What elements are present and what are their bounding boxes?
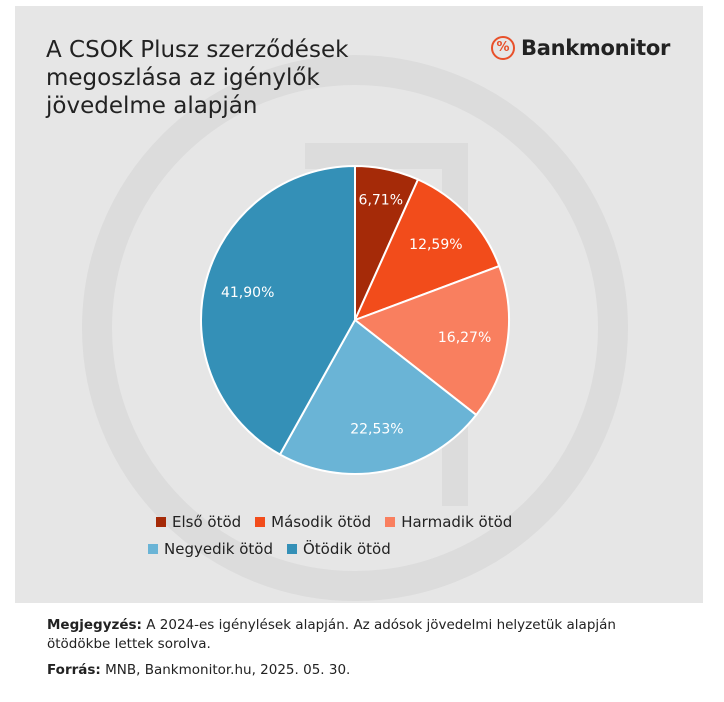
legend-label: Második ötöd (271, 512, 372, 531)
legend-label: Negyedik ötöd (164, 539, 273, 558)
source-line: Forrás: MNB, Bankmonitor.hu, 2025. 05. 3… (47, 662, 350, 678)
slice-value-label: 16,27% (438, 330, 491, 346)
legend-item-2: Második ötöd (255, 513, 371, 531)
legend-item-4: Negyedik ötöd (148, 540, 273, 558)
source-text: MNB, Bankmonitor.hu, 2025. 05. 30. (100, 662, 351, 678)
legend-swatch (148, 543, 158, 554)
legend-label: Ötödik ötöd (302, 539, 391, 558)
legend-item-3: Harmadik ötöd (385, 513, 512, 531)
chart-title: A CSOK Plusz szerződések megoszlása az i… (46, 37, 349, 119)
slice-value-label: 6,71% (359, 193, 403, 209)
slice-value-label: 41,90% (221, 285, 274, 301)
legend-item-5: Ötödik ötöd (286, 539, 391, 558)
legend-swatch (156, 516, 166, 527)
legend-item-1: Első ötöd (156, 513, 241, 531)
source-label: Forrás: (47, 662, 101, 678)
brand-logo: % Bankmonitor (491, 36, 670, 60)
footnote-label: Megjegyzés: (47, 617, 142, 633)
pie-slice-5 (200, 164, 356, 456)
pie-slice-2 (353, 178, 501, 322)
legend-row: Negyedik ötöd Ötödik ötöd (148, 535, 568, 562)
percent-icon: % (491, 36, 515, 60)
pie-slice-4 (278, 318, 478, 475)
slice-value-label: 12,59% (409, 237, 462, 253)
brand-name: Bankmonitor (521, 36, 671, 60)
chart-legend: Első ötöd Második ötöd Harmadik ötöd Negyed… (148, 508, 568, 562)
footnote: Megjegyzés: A 2024-es igénylések alapján… (47, 616, 667, 654)
legend-row: Első ötöd Második ötöd Harmadik ötöd (148, 508, 568, 535)
legend-swatch (255, 516, 266, 527)
pie-slice-3 (352, 264, 510, 417)
legend-label: Első ötöd (172, 512, 242, 531)
legend-label: Harmadik ötöd (401, 512, 513, 531)
legend-swatch (385, 516, 396, 527)
footnote-text: A 2024-es igénylések alapján. Az adósok … (47, 617, 616, 652)
legend-swatch (286, 543, 297, 554)
slice-value-label: 22,53% (350, 422, 403, 438)
